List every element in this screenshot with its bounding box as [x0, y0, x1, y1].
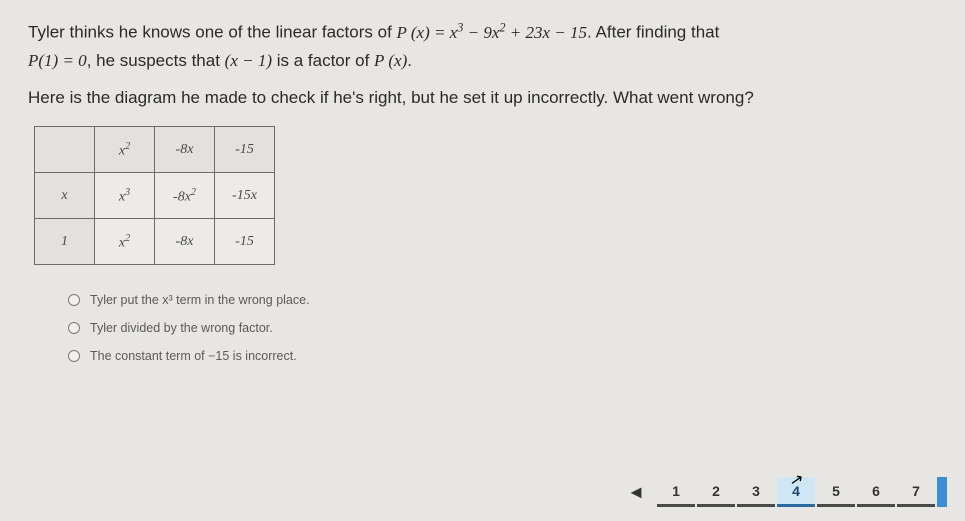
radio-icon[interactable] [68, 322, 80, 334]
pager-prev-button[interactable]: ◄ [617, 477, 655, 507]
diagram-cell: -15 [215, 219, 275, 265]
pager-page-4[interactable]: 4 [777, 477, 815, 507]
problem-condition: P(1) = 0 [28, 51, 87, 70]
problem-equation: P (x) = x3 − 9x2 + 23x − 15 [397, 23, 588, 42]
problem-line2-mid: , he suspects that [87, 51, 225, 70]
diagram-cell: -15x [215, 173, 275, 219]
diagram-cell: -15 [215, 127, 275, 173]
question-text: Here is the diagram he made to check if … [28, 88, 937, 108]
pager-page-3[interactable]: 3 [737, 477, 775, 507]
problem-line2-post: is a factor of [272, 51, 374, 70]
option-b[interactable]: Tyler divided by the wrong factor. [68, 321, 937, 335]
option-b-label: Tyler divided by the wrong factor. [90, 321, 273, 335]
problem-line1-pre: Tyler thinks he knows one of the linear … [28, 23, 397, 42]
radio-icon[interactable] [68, 294, 80, 306]
problem-px: P (x) [374, 51, 407, 70]
problem-line1-post: . After finding that [587, 23, 719, 42]
problem-factor: (x − 1) [225, 51, 272, 70]
pager-next-button[interactable] [937, 477, 947, 507]
pager-page-7[interactable]: 7 [897, 477, 935, 507]
answer-options: Tyler put the x³ term in the wrong place… [68, 293, 937, 363]
problem-line2-end: . [407, 51, 412, 70]
diagram-cell: x2 [95, 219, 155, 265]
diagram-cell: x2 [95, 127, 155, 173]
pager-page-1[interactable]: 1 [657, 477, 695, 507]
diagram-cell: -8x2 [155, 173, 215, 219]
diagram-cell: 1 [35, 219, 95, 265]
diagram-cell: -8x [155, 219, 215, 265]
radio-icon[interactable] [68, 350, 80, 362]
diagram-cell: x [35, 173, 95, 219]
problem-statement: Tyler thinks he knows one of the linear … [28, 18, 937, 74]
pager-page-2[interactable]: 2 [697, 477, 735, 507]
division-diagram: x2 -8x -15 x x3 -8x2 -15x 1 x2 -8x -15 [34, 126, 275, 265]
diagram-cell: -8x [155, 127, 215, 173]
option-c-label: The constant term of −15 is incorrect. [90, 349, 297, 363]
pager-page-6[interactable]: 6 [857, 477, 895, 507]
question-pager: ◄ 1 2 3 4 5 6 7 [617, 477, 947, 507]
pager-page-5[interactable]: 5 [817, 477, 855, 507]
option-c[interactable]: The constant term of −15 is incorrect. [68, 349, 937, 363]
diagram-cell [35, 127, 95, 173]
option-a-label: Tyler put the x³ term in the wrong place… [90, 293, 310, 307]
diagram-cell: x3 [95, 173, 155, 219]
option-a[interactable]: Tyler put the x³ term in the wrong place… [68, 293, 937, 307]
